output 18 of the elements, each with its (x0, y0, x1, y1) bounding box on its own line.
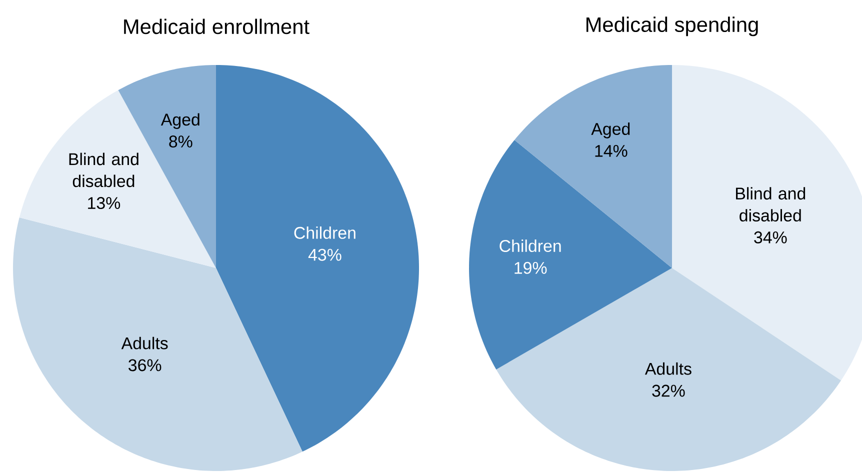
data-label: 32% (652, 384, 685, 397)
slice-label: Aged (160, 113, 200, 129)
slice-label: Children (500, 240, 561, 252)
data-label: 36% (128, 359, 162, 372)
data-label: 8% (169, 136, 192, 148)
slice-label: Aged (591, 122, 630, 138)
data-label: 14% (595, 144, 628, 157)
chart-title: Medicaid enrollment (124, 18, 310, 34)
data-label: 19% (514, 262, 547, 274)
slice-label: Adults (644, 362, 692, 375)
slice-label: Blind and disabled (736, 187, 806, 222)
data-label: 13% (88, 197, 120, 210)
data-label: 34% (754, 231, 787, 244)
chart-title: Medicaid spending (586, 16, 758, 36)
slice-label: Adults (121, 336, 168, 350)
slice-label: Children (294, 226, 356, 239)
data-label: 43% (308, 248, 342, 261)
slice-label: Blind and disabled (69, 152, 138, 188)
